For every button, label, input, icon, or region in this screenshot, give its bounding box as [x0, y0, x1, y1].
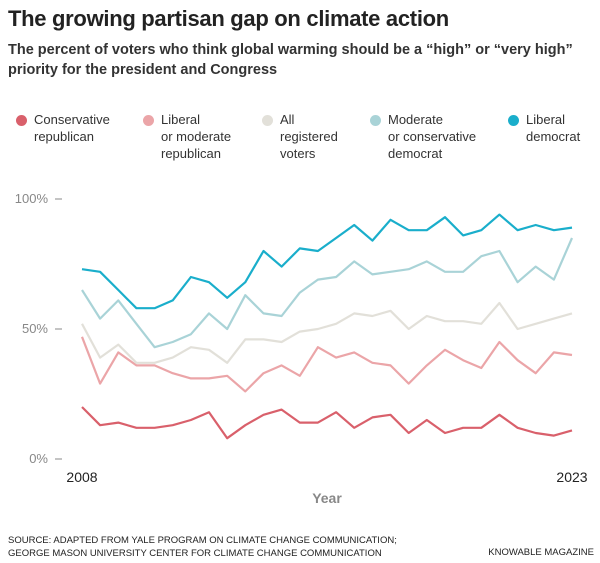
legend-marker: [262, 115, 273, 126]
legend: Conservative republican Liberal or modera…: [0, 111, 600, 171]
legend-marker: [16, 115, 27, 126]
legend-label: All registered voters: [280, 112, 338, 161]
series-line: [81, 301, 573, 364]
y-tick-label: 100%: [15, 191, 49, 206]
y-tick-label: 0%: [29, 451, 48, 466]
legend-label: Conservative republican: [34, 112, 110, 144]
legend-marker: [508, 115, 519, 126]
legend-marker: [143, 115, 154, 126]
chart: 0% 50% 100% 2008 2023 Year: [15, 191, 588, 506]
chart-subtitle: The percent of voters who think global w…: [8, 42, 573, 78]
chart-title: The growing partisan gap on climate acti…: [8, 6, 449, 31]
x-axis-label: Year: [312, 490, 342, 506]
legend-marker: [370, 115, 381, 126]
source-line: SOURCE: ADAPTED FROM YALE PROGRAM ON CLI…: [8, 535, 397, 546]
source-line: GEORGE MASON UNIVERSITY CENTER FOR CLIMA…: [8, 547, 382, 559]
legend-label: Liberal democrat: [526, 112, 581, 144]
series-line: [81, 237, 574, 349]
x-tick-label: 2008: [66, 469, 97, 485]
credit: KNOWABLE MAGAZINE: [488, 547, 594, 558]
y-tick-label: 50%: [22, 321, 48, 336]
series-line: [81, 406, 573, 440]
series-line: [80, 336, 573, 393]
legend-label: Liberal or moderate republican: [161, 112, 232, 161]
legend-label: Moderate or conservative democrat: [388, 112, 477, 161]
source: SOURCE: ADAPTED FROM YALE PROGRAM ON CLI…: [8, 535, 397, 560]
x-tick-label: 2023: [556, 469, 587, 485]
series-line: [81, 213, 573, 310]
